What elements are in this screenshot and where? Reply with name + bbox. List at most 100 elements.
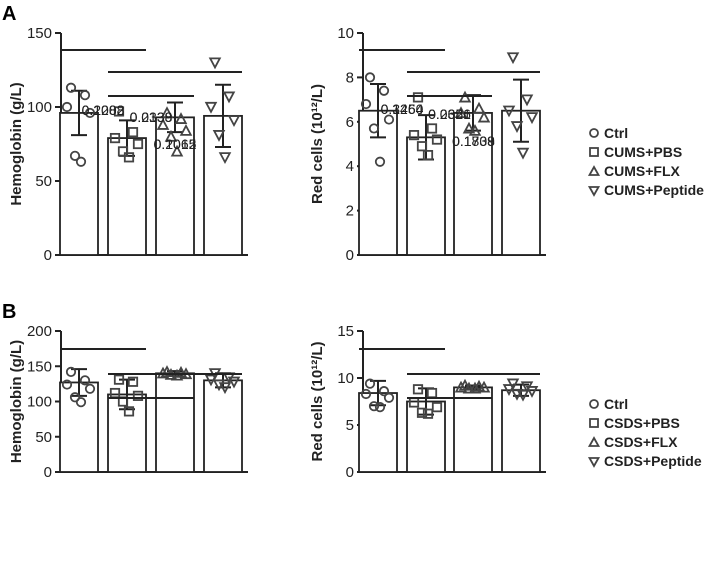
bar-1 — [59, 381, 99, 473]
data-point — [431, 134, 443, 145]
data-point — [127, 376, 139, 387]
legend-triangle-down-marker — [587, 186, 601, 197]
data-point — [179, 123, 193, 136]
data-point — [170, 144, 184, 157]
data-point — [75, 397, 87, 408]
data-point — [156, 118, 170, 130]
legend-label: Ctrl — [604, 396, 628, 412]
comparison-p-value: 0.2339 — [130, 109, 173, 125]
data-point — [69, 150, 81, 161]
data-point — [426, 123, 438, 134]
data-point — [65, 82, 77, 93]
data-point — [408, 130, 420, 141]
data-point — [218, 152, 232, 165]
data-point — [416, 407, 428, 418]
data-point — [127, 127, 139, 138]
data-point — [109, 132, 121, 144]
data-point — [383, 114, 395, 125]
data-point — [477, 380, 491, 393]
data-point — [431, 402, 443, 413]
panel-label-a: A — [2, 3, 16, 25]
legend-item-ctrl-a: Ctrl — [589, 125, 628, 141]
legend-label: CSDS+Peptide — [604, 453, 702, 469]
bar-3 — [453, 386, 493, 473]
data-point — [516, 147, 530, 160]
data-point — [218, 382, 232, 395]
y-tick-label: 0 — [44, 247, 52, 264]
data-point — [462, 121, 476, 134]
data-point — [132, 390, 144, 401]
y-tick-label: 100 — [27, 394, 52, 411]
y-tick-label: 0 — [346, 247, 354, 264]
legend-label: CUMS+FLX — [604, 163, 681, 179]
data-point — [412, 384, 424, 395]
data-point — [79, 375, 91, 386]
legend-label: CSDS+FLX — [604, 434, 678, 450]
data-point — [368, 401, 380, 412]
chart-2: 0 2 4 6 8 10 Red cells (10¹²/L) 0.1464 0.1808 0.2… — [309, 25, 546, 264]
comparison-p-value: 0.2356 — [428, 106, 471, 122]
data-point — [61, 101, 73, 113]
data-point — [516, 389, 530, 402]
y-tick-label: 150 — [27, 25, 52, 42]
data-point — [69, 392, 81, 403]
data-point — [222, 91, 236, 104]
comparison-p-value: 0.1464 — [381, 101, 424, 117]
data-point — [132, 138, 144, 150]
data-point — [61, 379, 73, 390]
y-tick-label: 50 — [35, 173, 52, 190]
data-point — [164, 129, 178, 142]
data-point — [174, 112, 188, 124]
data-point — [468, 381, 482, 394]
error-bar — [167, 101, 183, 134]
chart-1: 0 50 100 150 Hemoglobin (g/L) 0.1208 0.2015 0.2… — [8, 25, 248, 264]
legend-item-pbs-b: CSDS+PBS — [589, 415, 680, 431]
bar-2 — [107, 137, 147, 256]
legend-square-marker — [589, 147, 599, 157]
data-point — [383, 392, 395, 403]
y-tick-label: 4 — [346, 158, 354, 175]
data-point — [204, 101, 218, 114]
data-point — [227, 376, 241, 389]
data-point — [462, 381, 476, 394]
y-tick-label: 6 — [346, 114, 354, 131]
legend-circle-marker — [589, 128, 599, 138]
data-point — [123, 152, 135, 163]
legend-item-ctrl-b: Ctrl — [589, 396, 628, 412]
legend-b: Ctrl CSDS+PBS CSDS+FLX CSDS+Peptide — [587, 396, 702, 469]
legend-label: CUMS+PBS — [604, 144, 682, 160]
comparison-p-value: 0.3250 — [381, 101, 424, 117]
data-point — [113, 374, 125, 385]
data-point — [123, 406, 135, 417]
data-point — [426, 387, 438, 399]
y-tick-label: 10 — [337, 25, 354, 42]
bar-3 — [155, 372, 195, 473]
data-point — [117, 146, 129, 157]
data-point — [510, 121, 524, 133]
data-point — [84, 107, 96, 119]
data-point — [368, 123, 380, 134]
data-point — [364, 72, 376, 83]
y-axis-label: Red cells (10¹²/L) — [309, 341, 326, 461]
data-point — [75, 156, 87, 167]
error-bar — [513, 78, 529, 143]
comparison-p-value: 0.0621 — [428, 106, 471, 122]
bar-4 — [501, 389, 541, 473]
legend-triangle-down-marker — [587, 457, 601, 468]
bar-4 — [203, 379, 243, 473]
legend-item-peptide-a: CUMS+Peptide — [587, 182, 704, 198]
data-point — [360, 98, 372, 110]
comparison-p-value: 0.0138 — [130, 109, 173, 125]
legend-label: CUMS+Peptide — [604, 182, 704, 198]
y-tick-label: 15 — [337, 323, 354, 340]
data-point — [454, 380, 468, 393]
comparison-p-value: 0.2015 — [154, 136, 197, 152]
data-point — [113, 106, 125, 117]
legend-square-marker — [589, 418, 599, 428]
y-tick-label: 0 — [44, 464, 52, 481]
comparison-p-value: 0.1739 — [452, 133, 495, 149]
data-point — [506, 52, 520, 65]
data-point — [170, 368, 184, 381]
legend-triangle-up-marker — [587, 436, 601, 447]
legend-label: CSDS+PBS — [604, 415, 680, 431]
